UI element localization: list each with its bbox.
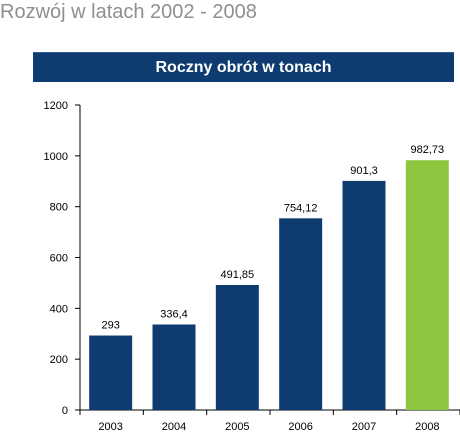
bar-2007 (342, 180, 386, 410)
bar-2005 (215, 284, 259, 410)
y-tick-label: 600 (50, 253, 68, 265)
y-tick-label: 1000 (44, 151, 68, 163)
x-tick-label-2004: 2004 (162, 421, 186, 433)
x-tick-label-2007: 2007 (352, 421, 376, 433)
data-label-2006: 754,12 (284, 202, 318, 214)
page-title: Rozwój w latach 2002 - 2008 (0, 1, 257, 23)
x-tick-label-2006: 2006 (288, 421, 312, 433)
x-tick-label-2008: 2008 (415, 421, 439, 433)
bar-2004 (152, 324, 196, 410)
data-label-2005: 491,85 (221, 269, 255, 281)
bar-2006 (279, 218, 323, 410)
data-label-2007: 901,3 (350, 165, 378, 177)
y-tick-label: 1200 (44, 100, 68, 112)
chart-axes: 0 200 400 600 800 1000 1200 (44, 100, 460, 417)
x-tick-label-2005: 2005 (225, 421, 249, 433)
bar-2003 (89, 335, 133, 410)
y-tick-label: 0 (62, 405, 68, 417)
data-label-2003: 293 (101, 320, 119, 332)
data-label-2008: 982,73 (411, 144, 445, 156)
x-tick-label-2003: 2003 (98, 421, 122, 433)
bar-2008 (405, 160, 449, 410)
chart-title: Roczny obrót w tonach (33, 52, 454, 82)
y-tick-label: 400 (50, 303, 68, 315)
y-tick-label: 800 (50, 202, 68, 214)
chart-labels: 293 2003 336,4 2004 491,85 2005 754,12 2006 901,… (98, 144, 444, 433)
chart-bars (89, 160, 449, 410)
y-tick-label: 200 (50, 354, 68, 366)
data-label-2004: 336,4 (160, 308, 188, 320)
